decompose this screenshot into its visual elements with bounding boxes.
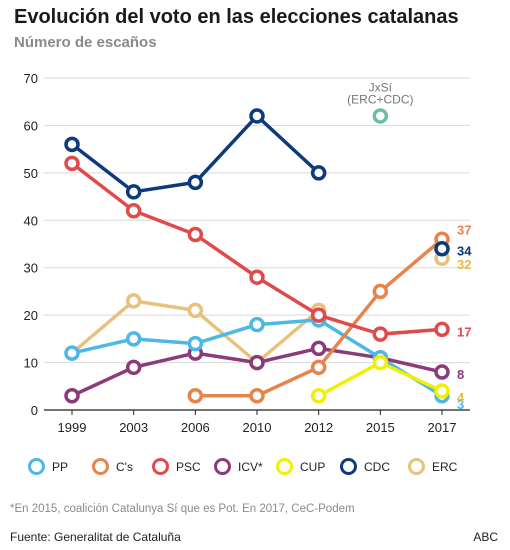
legend-label-cup: CUP bbox=[300, 459, 326, 474]
legend-label-cs: C's bbox=[116, 459, 133, 474]
data-point-psc bbox=[249, 269, 265, 285]
legend-item-erc: ERC bbox=[408, 458, 457, 475]
x-tick-label: 2012 bbox=[304, 420, 333, 435]
data-point-cdc bbox=[310, 165, 327, 181]
data-point-cup bbox=[310, 388, 327, 404]
x-tick-label: 2010 bbox=[243, 420, 272, 435]
data-point-psc bbox=[372, 326, 389, 342]
y-tick-label: 40 bbox=[24, 213, 38, 228]
end-label-pp: 3 bbox=[457, 397, 464, 412]
data-point-jxs bbox=[372, 108, 389, 124]
data-point-cs bbox=[249, 388, 265, 404]
data-point-cdc bbox=[249, 108, 265, 124]
x-tick-label: 2006 bbox=[181, 420, 210, 435]
end-label-psc: 17 bbox=[457, 324, 471, 339]
data-point-icv bbox=[249, 354, 265, 371]
legend-label-icv: ICV* bbox=[238, 459, 263, 474]
legend-swatch-icv bbox=[214, 458, 231, 475]
data-point-psc bbox=[310, 307, 327, 323]
y-tick-label: 70 bbox=[24, 71, 38, 86]
legend-label-cdc: CDC bbox=[364, 459, 390, 474]
legend-item-pp: PP bbox=[28, 458, 68, 475]
legend-swatch-erc bbox=[408, 458, 425, 475]
x-tick-label: 2017 bbox=[428, 420, 457, 435]
data-point-psc bbox=[64, 155, 80, 172]
legend-swatch-cs bbox=[92, 458, 109, 475]
data-point-cdc bbox=[187, 174, 204, 191]
data-point-psc bbox=[125, 203, 142, 219]
data-point-cup bbox=[434, 383, 450, 399]
chart-legend: PP C's PSC ICV* CUP CDC ERC bbox=[28, 458, 498, 478]
footnote: *En 2015, coalición Catalunya Sí que es … bbox=[10, 503, 355, 515]
data-point-icv bbox=[310, 340, 327, 357]
y-tick-label: 0 bbox=[31, 403, 38, 418]
data-point-erc bbox=[187, 302, 204, 319]
legend-item-psc: PSC bbox=[152, 458, 201, 475]
legend-item-icv: ICV* bbox=[214, 458, 263, 475]
chart-subtitle: Número de escaños bbox=[14, 34, 157, 51]
y-tick-label: 30 bbox=[24, 261, 38, 276]
end-label-cup: 4 bbox=[457, 390, 465, 405]
annotation-label: (ERC+CDC) bbox=[347, 92, 413, 106]
legend-swatch-pp bbox=[28, 458, 45, 475]
end-label-cs: 37 bbox=[457, 222, 471, 237]
data-point-pp bbox=[187, 335, 204, 352]
y-tick-label: 60 bbox=[24, 118, 38, 133]
data-point-erc bbox=[125, 293, 142, 309]
legend-label-psc: PSC bbox=[176, 459, 201, 474]
legend-item-cdc: CDC bbox=[340, 458, 390, 475]
data-point-psc bbox=[187, 226, 204, 243]
annotation-label: JxSí bbox=[369, 80, 393, 94]
data-point-icv bbox=[434, 364, 450, 380]
legend-swatch-cdc bbox=[340, 458, 357, 475]
chart-title: Evolución del voto en las elecciones cat… bbox=[14, 6, 459, 28]
x-tick-label: 1999 bbox=[58, 420, 87, 435]
end-label-icv: 8 bbox=[457, 367, 464, 382]
end-label-cdc: 34 bbox=[457, 244, 472, 259]
data-point-cdc bbox=[434, 240, 450, 257]
x-tick-label: 2003 bbox=[119, 420, 148, 435]
legend-label-pp: PP bbox=[52, 459, 69, 474]
legend-swatch-cup bbox=[276, 458, 293, 475]
data-point-cs bbox=[372, 283, 389, 300]
legend-item-cs: C's bbox=[92, 458, 133, 475]
y-tick-label: 50 bbox=[24, 166, 38, 181]
data-point-icv bbox=[64, 388, 80, 404]
brand-name: ABC bbox=[473, 530, 498, 544]
line-chart: 0 10 20 30 40 50 60 70 1999 2003 2006 2010 2012 2015 2… bbox=[24, 71, 473, 435]
legend-label-erc: ERC bbox=[432, 459, 458, 474]
data-point-icv bbox=[125, 359, 142, 376]
data-point-pp bbox=[64, 345, 80, 361]
legend-swatch-psc bbox=[152, 458, 169, 475]
x-tick-label: 2015 bbox=[366, 420, 395, 435]
y-tick-label: 20 bbox=[24, 308, 38, 323]
data-point-pp bbox=[249, 316, 265, 333]
data-point-cdc bbox=[125, 184, 142, 200]
data-point-cup bbox=[372, 354, 389, 371]
end-label-erc: 32 bbox=[457, 257, 471, 272]
source-note: Fuente: Generalitat de Cataluña bbox=[10, 530, 181, 544]
data-point-pp bbox=[125, 331, 142, 347]
data-point-cs bbox=[187, 388, 204, 404]
data-point-cdc bbox=[64, 136, 80, 153]
data-point-cs bbox=[310, 359, 327, 376]
legend-item-cup: CUP bbox=[276, 458, 325, 475]
y-tick-label: 10 bbox=[24, 356, 38, 371]
data-point-psc bbox=[434, 321, 450, 338]
